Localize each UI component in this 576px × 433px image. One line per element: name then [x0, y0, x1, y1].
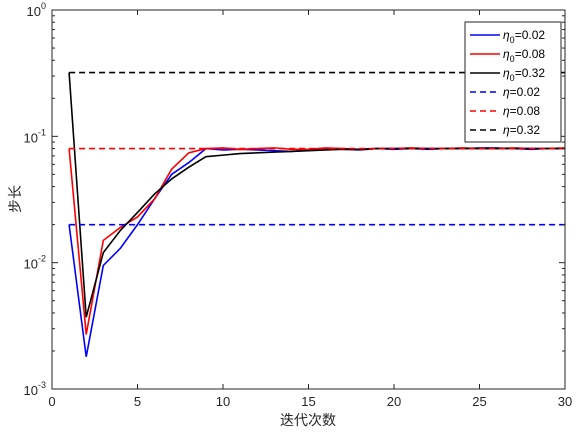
- x-tick-label: 0: [48, 394, 55, 409]
- y-tick-label: 10-3: [24, 380, 46, 398]
- legend: η0=0.02 η0=0.08 η0=0.32 η=0.02 η=0.08 η=0.32: [464, 21, 562, 143]
- series-layer: [68, 71, 566, 357]
- x-axis-label: 迭代次数: [280, 413, 336, 429]
- x-tick-label: 5: [134, 394, 141, 409]
- legend-entry-label: η0=0.08: [503, 47, 545, 64]
- y-tick-label: 10-1: [24, 127, 46, 145]
- legend-entry-label: η=0.08: [503, 104, 540, 118]
- x-tick-label: 20: [387, 394, 401, 409]
- y-tick-label: 10-2: [24, 254, 46, 272]
- legend-entry-label: η0=0.32: [503, 66, 545, 83]
- x-tick-label: 30: [558, 394, 572, 409]
- x-tick-label: 10: [216, 394, 230, 409]
- legend-entry-label: η=0.32: [503, 123, 540, 137]
- x-tick-label: 25: [472, 394, 486, 409]
- legend-box: [464, 21, 562, 143]
- y-axis-label: 步长: [8, 185, 24, 213]
- legend-entry-label: η0=0.02: [503, 28, 545, 45]
- tick-layer: 0 5 10 15 20 25 30 100 10-1 10-2 10-3: [24, 1, 573, 409]
- x-tick-label: 15: [301, 394, 315, 409]
- y-tick-label: 100: [27, 1, 46, 19]
- legend-entry-label: η=0.02: [503, 85, 540, 99]
